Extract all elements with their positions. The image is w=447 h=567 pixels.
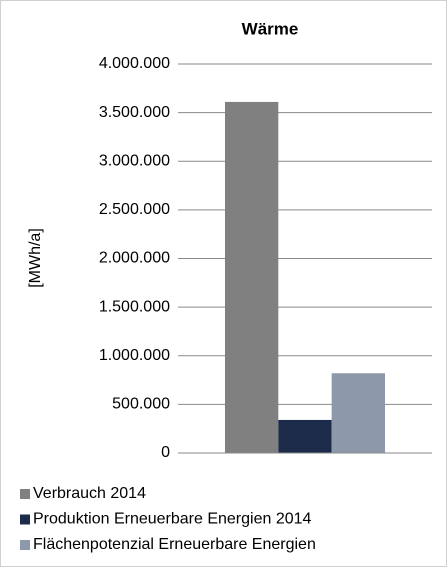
y-tick-label: 2.500.000 bbox=[99, 201, 170, 218]
legend-swatch bbox=[20, 540, 30, 550]
y-tick-label: 0 bbox=[161, 444, 170, 461]
y-tick-label: 1.000.000 bbox=[99, 347, 170, 364]
y-tick-label: 500.000 bbox=[112, 396, 170, 413]
y-tick-label: 3.000.000 bbox=[99, 152, 170, 169]
y-tick-label: 2.000.000 bbox=[99, 250, 170, 267]
chart-title: Wärme bbox=[242, 19, 299, 38]
bar bbox=[224, 101, 279, 454]
legend-label: Verbrauch 2014 bbox=[33, 485, 146, 502]
legend-swatch bbox=[20, 489, 30, 499]
y-axis-label: [MWh/a] bbox=[27, 228, 44, 288]
y-tick-label: 1.500.000 bbox=[99, 298, 170, 315]
bar bbox=[278, 419, 332, 453]
legend-label: Produktion Erneuerbare Energien 2014 bbox=[33, 511, 312, 528]
bar bbox=[331, 373, 386, 453]
legend-swatch bbox=[20, 514, 30, 525]
legend-label: Flächenpotenzial Erneuerbare Energien bbox=[33, 536, 316, 553]
y-tick-label: 3.500.000 bbox=[99, 104, 170, 121]
y-tick-label: 4.000.000 bbox=[99, 55, 170, 72]
